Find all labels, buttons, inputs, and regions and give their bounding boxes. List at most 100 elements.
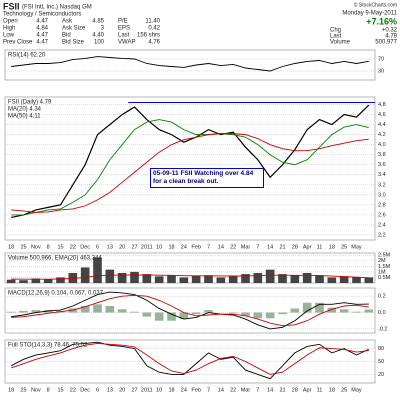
x-tick-label: 27 <box>131 387 137 393</box>
x-tick-label: 8 <box>47 244 50 250</box>
quote-cell: 4.76 <box>148 40 160 46</box>
bar <box>290 275 300 283</box>
stat-cell: Volume <box>330 40 351 46</box>
series-line <box>11 291 369 330</box>
bar <box>228 276 238 283</box>
series-line <box>11 342 369 375</box>
x-tick-label: 2011 <box>141 387 153 393</box>
y-tick-label: 0.5M <box>378 275 391 281</box>
y-tick-label: 50 <box>378 359 384 365</box>
panel-label: RSI(14) 62.20 <box>8 53 46 59</box>
quote-cell: Prev Close <box>3 40 33 46</box>
y-tick-label: 1.5M <box>378 264 391 270</box>
y-tick-label: 3.2 <box>378 182 386 188</box>
bar <box>241 274 250 283</box>
stat-cell: Last <box>330 34 342 40</box>
bar <box>278 312 287 315</box>
x-tick-label: 22 <box>70 387 76 393</box>
bar <box>364 309 374 313</box>
quote-cell: 4.84 <box>36 26 48 32</box>
bar <box>167 312 176 321</box>
x-tick-label: 25 <box>20 387 26 393</box>
y-tick-label: 30 <box>378 68 384 74</box>
y-tick-label: -0.2 <box>378 326 387 332</box>
copyright: © StockCharts.com <box>354 1 397 8</box>
x-tick-label: 18 <box>8 387 14 393</box>
x-tick-label: Mar <box>241 387 251 393</box>
x-tick-label: 25 <box>341 387 347 393</box>
quote-cell: 0.42 <box>148 26 160 32</box>
date: Monday 9-May-2011 <box>342 11 397 17</box>
quote-cell: 11.40 <box>145 19 160 25</box>
quote-cell: Bid <box>62 33 71 39</box>
x-tick-label: Dec <box>80 244 90 250</box>
bar <box>290 308 300 313</box>
x-tick-label: May <box>351 244 362 250</box>
x-tick-label: 6 <box>96 387 99 393</box>
x-tick-label: 13 <box>107 387 113 393</box>
legend-entry: MA(50) 4.11 <box>8 114 41 120</box>
x-tick-label: 27 <box>131 244 137 250</box>
x-tick-label: 15 <box>57 387 63 393</box>
bar <box>31 310 41 313</box>
bar <box>339 276 349 283</box>
bar <box>315 275 324 283</box>
quote-cell: P/E <box>118 19 128 25</box>
x-tick-label: 18 <box>329 244 335 250</box>
x-tick-label: 18 <box>8 244 14 250</box>
y-tick-label: 2.5M <box>378 253 391 259</box>
bar <box>352 311 361 313</box>
bar <box>31 278 41 283</box>
bar <box>191 275 201 283</box>
panel <box>4 49 376 81</box>
x-tick-label: 21 <box>279 244 285 250</box>
y-tick-label: 2.8 <box>378 202 386 208</box>
y-tick-label: 4.4 <box>378 122 386 128</box>
x-tick-label: 24 <box>181 387 187 393</box>
legend-entry: FSII (Daily) 4.79 <box>8 100 52 106</box>
x-tick-label: 7 <box>207 244 210 250</box>
y-tick-label: 70 <box>378 56 384 62</box>
bar <box>130 271 139 283</box>
y-tick-label: 2.6 <box>378 212 386 218</box>
bar <box>364 277 374 283</box>
quote-cell: 100 <box>94 40 105 46</box>
x-tick-label: Mar <box>241 244 251 250</box>
x-tick-label: 14 <box>267 244 273 250</box>
x-tick-label: 13 <box>107 244 113 250</box>
bar <box>191 312 201 315</box>
x-tick-label: 14 <box>218 387 224 393</box>
x-tick-label: 6 <box>96 244 99 250</box>
bar <box>130 311 139 313</box>
bar <box>117 273 127 283</box>
x-tick-label: 11 <box>317 244 323 250</box>
x-tick-label: 22 <box>230 387 236 393</box>
x-tick-label: 7 <box>256 387 259 393</box>
bar <box>142 274 152 283</box>
bar <box>265 269 275 283</box>
y-tick-label: 2.2 <box>378 232 386 238</box>
bar <box>216 277 226 283</box>
x-tick-label: May <box>351 387 362 393</box>
bar <box>6 311 16 313</box>
bar <box>80 267 90 283</box>
y-tick-label: 4.2 <box>378 132 386 138</box>
stat-cell: Chg <box>330 28 341 34</box>
x-tick-label: 22 <box>230 244 236 250</box>
bar <box>315 302 324 313</box>
y-tick-label: 3.4 <box>378 172 386 178</box>
x-tick-label: 18 <box>168 387 174 393</box>
stat-cell: 500,977 <box>375 40 397 46</box>
bar <box>56 277 65 283</box>
bar <box>142 312 152 317</box>
bar <box>19 310 28 313</box>
quote-cell: Last <box>118 33 130 39</box>
annotation: 05-09-11 FSII Watching over 4.84 for a c… <box>150 168 264 189</box>
bar <box>43 279 53 283</box>
x-tick-label: 14 <box>267 387 273 393</box>
x-tick-label: 25 <box>20 244 26 250</box>
bar <box>278 274 287 283</box>
quote-cell: 4.40 <box>92 33 104 39</box>
y-tick-label: 80 <box>378 346 384 352</box>
quote-cell: EPS <box>118 26 130 32</box>
